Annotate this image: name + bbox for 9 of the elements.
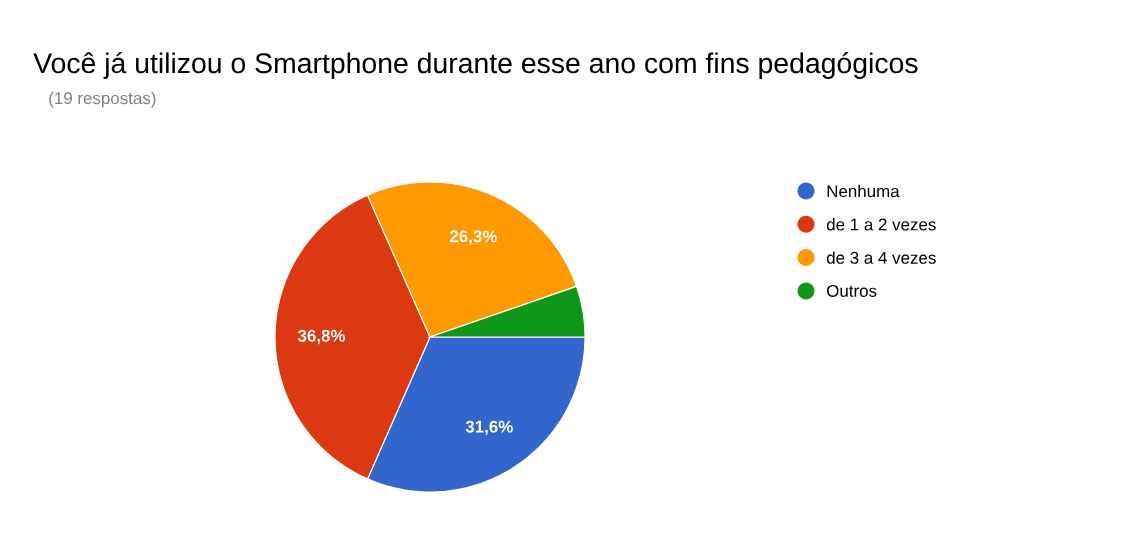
legend-label: Nenhuma <box>827 184 900 198</box>
legend-label: Outros <box>827 284 877 297</box>
data-label: 31,6% <box>465 420 513 436</box>
text: (19 respostas) <box>49 91 156 108</box>
chart-title: Você já utilizou o Smartphone durante esse ano com fins pedagógicos <box>33 52 918 79</box>
data-label: 26,3% <box>449 230 497 245</box>
legend-label: de 1 a 2 vezes <box>826 218 936 231</box>
data-label: 36,8% <box>297 329 346 345</box>
legend-label: de 3 a 4 vezes <box>826 251 936 264</box>
